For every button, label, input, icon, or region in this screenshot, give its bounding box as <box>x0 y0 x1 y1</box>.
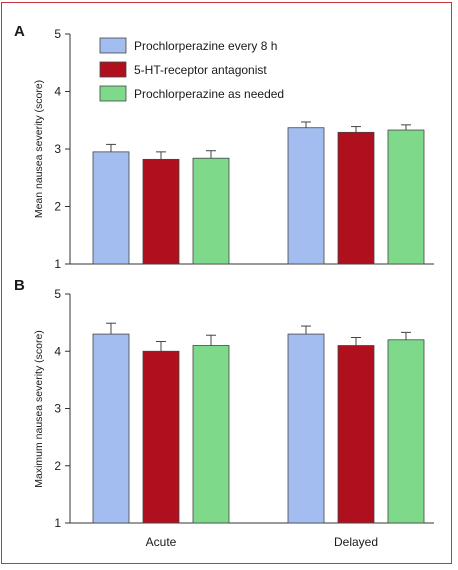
y-tick-label: 2 <box>54 200 61 214</box>
y-axis-label: Maximum nausea severity (score) <box>33 330 45 488</box>
bar <box>92 333 130 524</box>
legend-swatch <box>99 61 127 78</box>
bar <box>92 151 130 265</box>
y-tick-label: 3 <box>54 402 61 416</box>
bar <box>387 129 425 265</box>
x-category-label: Delayed <box>334 535 378 549</box>
y-axis-label: Mean nausea severity (score) <box>33 80 45 218</box>
y-tick-label: 5 <box>54 27 61 41</box>
panel-label: B <box>14 277 25 294</box>
bar <box>142 350 180 524</box>
y-tick-label: 5 <box>54 287 61 301</box>
y-tick-label: 4 <box>54 85 61 99</box>
legend-label: Prochlorperazine every 8 h <box>134 39 277 53</box>
bar <box>192 345 230 524</box>
bar <box>387 339 425 524</box>
panel-label: A <box>14 23 25 40</box>
bar <box>337 345 375 524</box>
y-tick-label: 1 <box>54 516 61 530</box>
y-tick-label: 1 <box>54 257 61 271</box>
bar <box>142 158 180 265</box>
bar <box>192 157 230 265</box>
legend-label: 5-HT-receptor antagonist <box>134 63 267 77</box>
y-tick-label: 3 <box>54 142 61 156</box>
bar <box>337 131 375 265</box>
legend-label: Prochlorperazine as needed <box>134 87 284 101</box>
legend-swatch <box>99 37 127 54</box>
legend-swatch <box>99 85 127 102</box>
y-tick-label: 2 <box>54 459 61 473</box>
bar <box>287 333 325 524</box>
y-tick-label: 4 <box>54 344 61 358</box>
x-category-label: Acute <box>146 535 177 549</box>
bar <box>287 127 325 265</box>
